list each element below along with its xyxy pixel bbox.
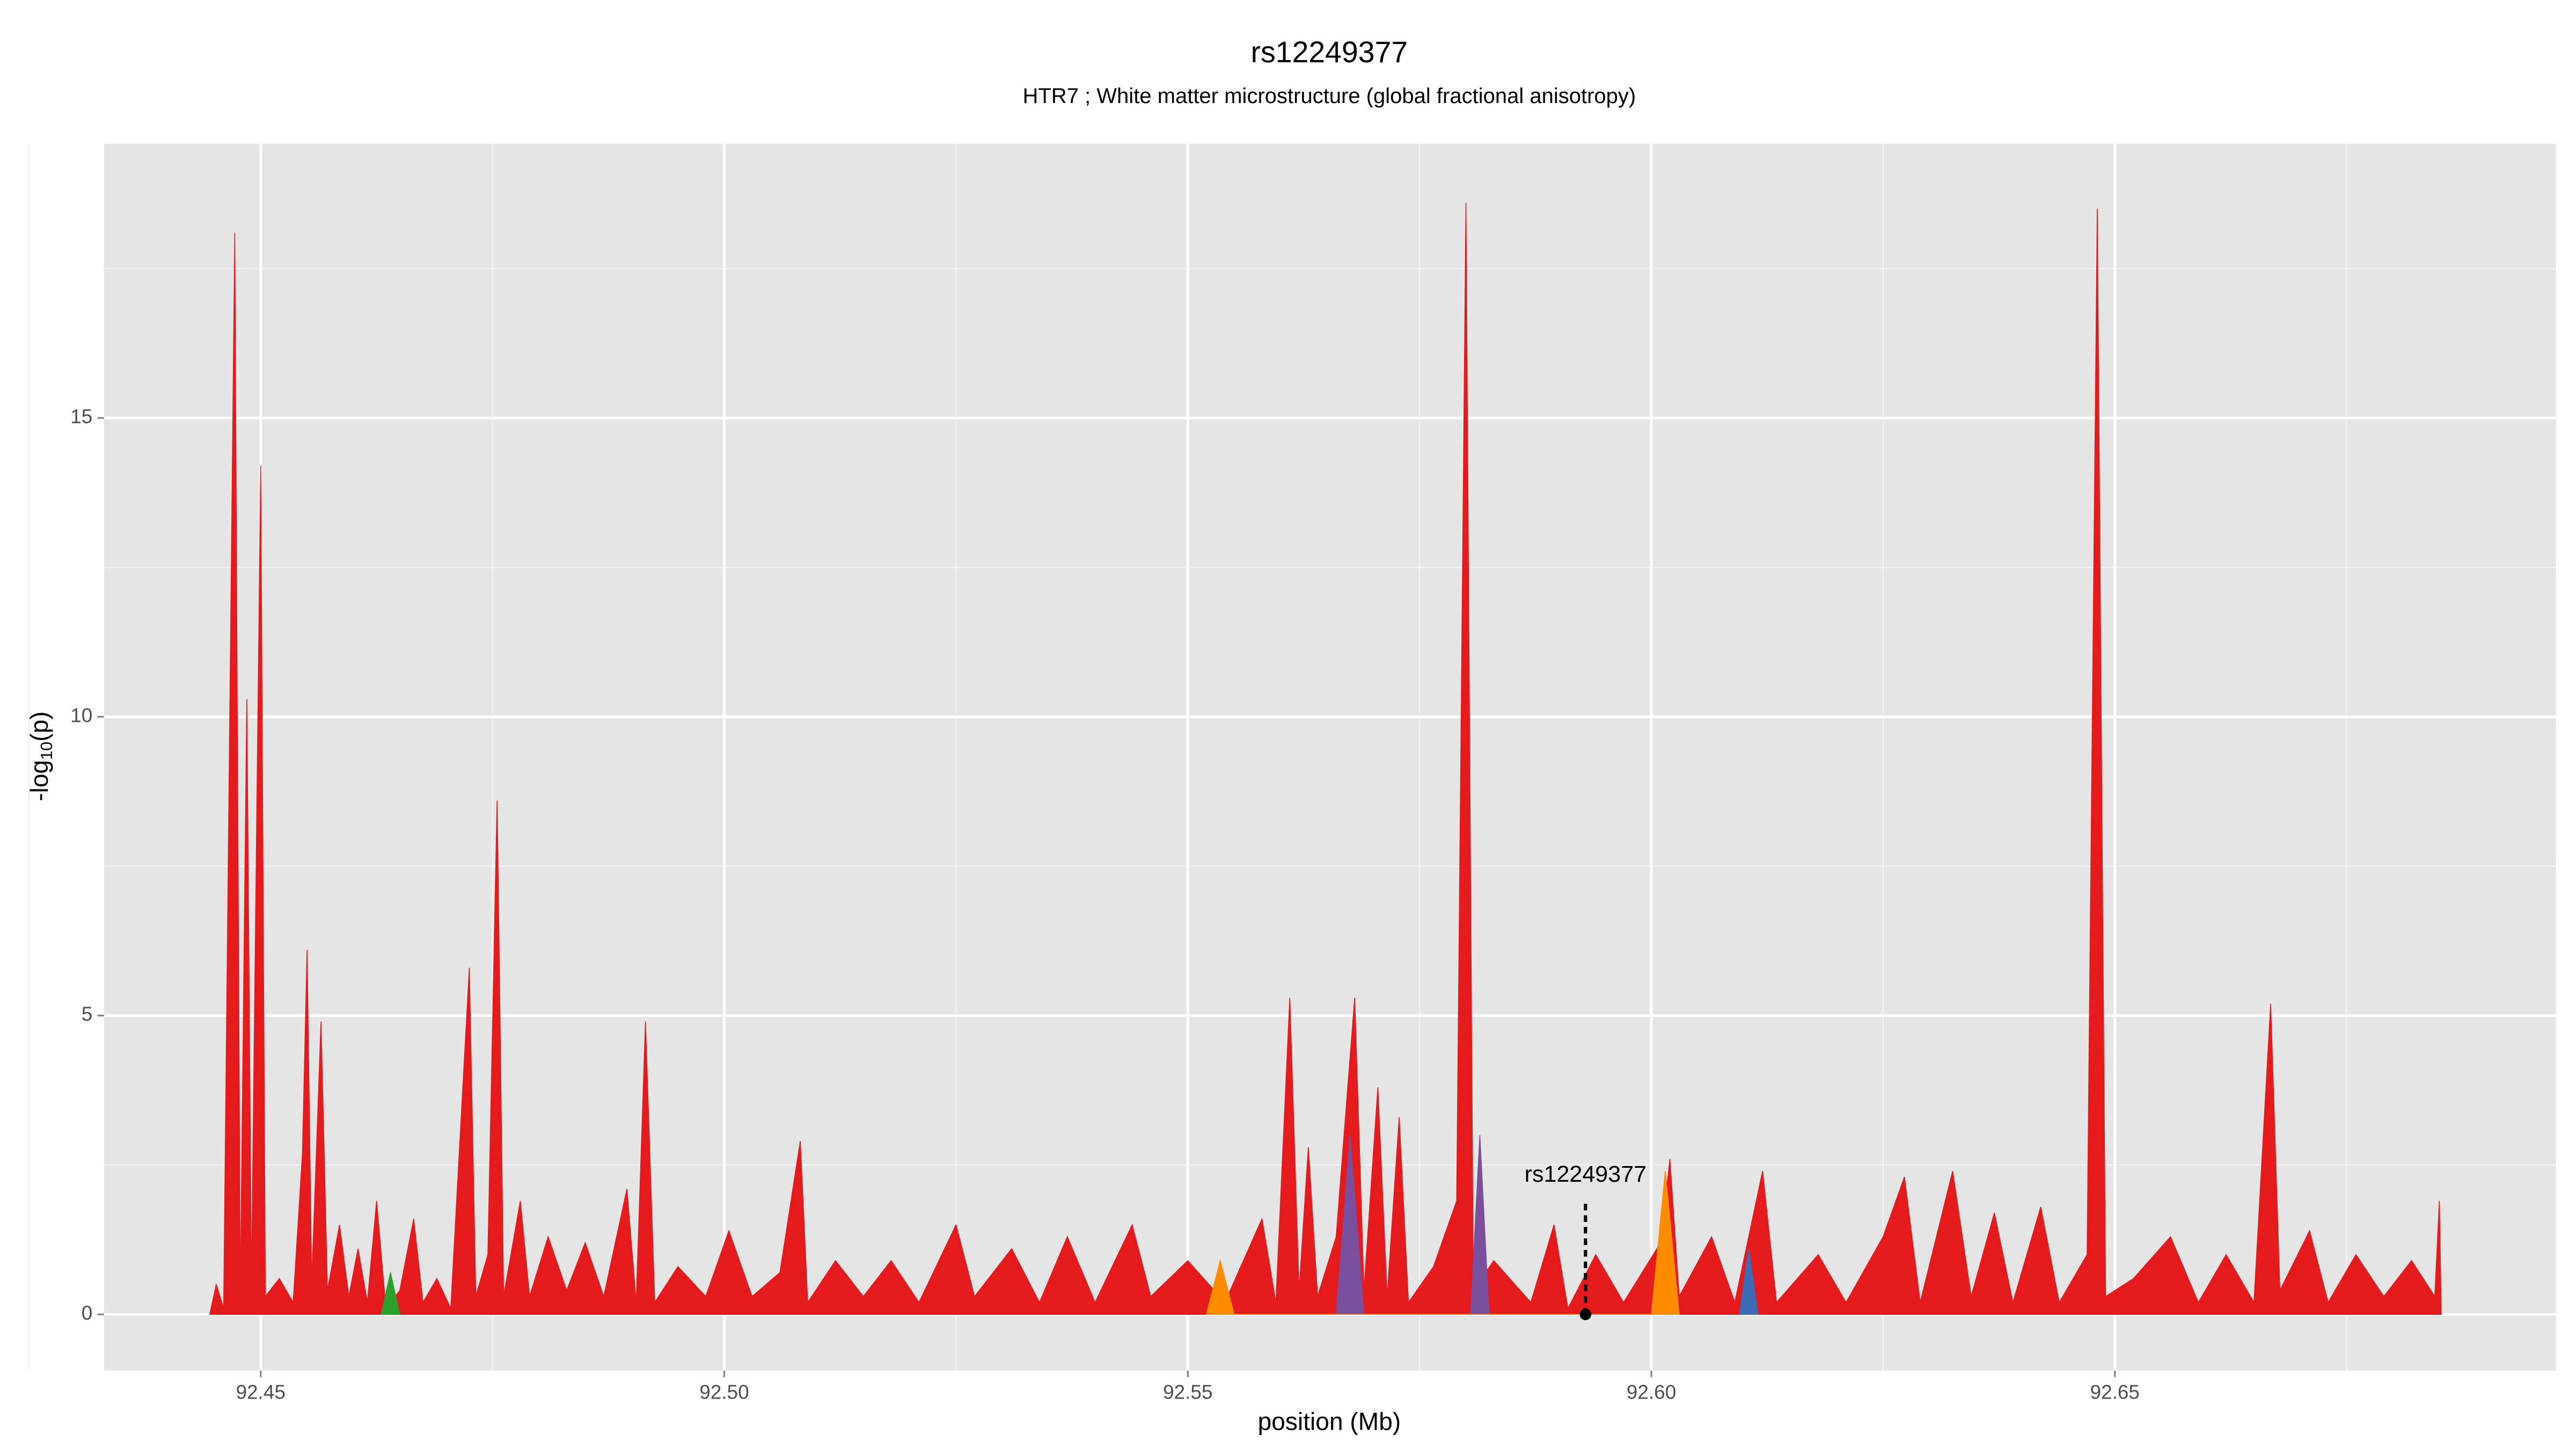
area: [209, 202, 2442, 1315]
chart-subtitle: HTR7 ; White matter microstructure (glob…: [1023, 84, 1636, 108]
area: [1739, 1248, 1759, 1315]
annotation-label: rs12249377: [1525, 1161, 1646, 1187]
area: [380, 1272, 400, 1315]
x-tick-label: 92.50: [699, 1381, 749, 1403]
y-axis-title-part: -log: [25, 760, 53, 801]
y-tick-label: 15: [70, 406, 92, 428]
y-axis-title-part: (p): [25, 711, 53, 741]
x-tick-label: 92.65: [2090, 1381, 2140, 1403]
annotation-point: [1579, 1308, 1592, 1320]
x-tick-label: 92.60: [1627, 1381, 1676, 1403]
y-tick-label: 0: [82, 1302, 93, 1324]
plot-background: [104, 143, 2557, 1371]
y-axis-title: -log10(p): [25, 711, 56, 801]
y-axis-title-sub: 10: [37, 742, 56, 760]
x-tick-label: 92.55: [1163, 1381, 1212, 1403]
y-tick-label: 10: [70, 704, 92, 726]
x-axis-title: position (Mb): [1258, 1407, 1401, 1435]
chart-title: rs12249377: [1251, 35, 1408, 69]
area: [1205, 1170, 1680, 1315]
x-tick-label: 92.45: [236, 1381, 286, 1403]
y-tick-label: 5: [82, 1003, 93, 1025]
